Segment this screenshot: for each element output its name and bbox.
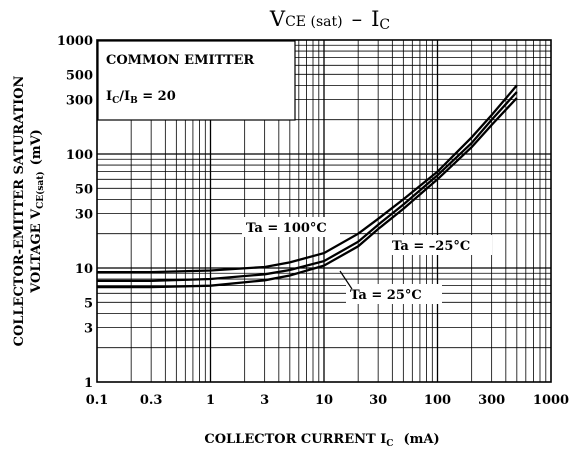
y-tick-label: 500 bbox=[66, 68, 93, 83]
series-line-0 bbox=[97, 84, 518, 274]
series-label-ta-minus-25: Ta = –25°C bbox=[392, 239, 470, 254]
x-tick-label: 100 bbox=[424, 393, 451, 408]
x-tick-label: 0.3 bbox=[140, 393, 163, 408]
condition-common-emitter: COMMON EMITTER bbox=[106, 53, 254, 68]
y-tick-label: 10 bbox=[75, 262, 93, 277]
y-tick-label: 300 bbox=[66, 94, 93, 109]
x-tick-label: 10 bbox=[315, 393, 333, 408]
x-tick-label: 1 bbox=[206, 393, 215, 408]
conditions-box: COMMON EMITTER IC/IB = 20 bbox=[97, 40, 296, 121]
series-label-ta-100: Ta = 100°C bbox=[246, 221, 327, 236]
y-tick-label: 5 bbox=[84, 296, 93, 311]
series-labels: Ta = 100°C Ta = –25°C Ta = 25°C bbox=[242, 217, 492, 304]
plot-frame bbox=[96, 39, 552, 383]
series-line-2 bbox=[97, 97, 518, 289]
y-tick-label: 100 bbox=[66, 148, 93, 163]
x-tick-label: 30 bbox=[369, 393, 387, 408]
y-axis-label-line2: VOLTAGE VCE(sat)(mV) bbox=[29, 129, 46, 294]
series-curves bbox=[97, 84, 518, 289]
y-tick-label: 3 bbox=[84, 322, 93, 337]
series-label-ta-25-leader bbox=[339, 270, 353, 290]
x-axis-label: COLLECTOR CURRENT IC (mA) bbox=[204, 432, 439, 449]
x-tick-label: 0.1 bbox=[86, 393, 109, 408]
y-tick-labels: 1 3 5 10 30 50 100 300 500 1000 bbox=[57, 34, 93, 391]
x-tick-label: 1000 bbox=[533, 393, 569, 408]
y-tick-label: 1000 bbox=[57, 34, 93, 49]
x-tick-label: 300 bbox=[478, 393, 505, 408]
y-axis-label-line1: COLLECTOR-EMITTER SATURATION bbox=[12, 75, 27, 346]
condition-ic-ib-ratio: IC/IB = 20 bbox=[106, 89, 176, 106]
y-tick-label: 50 bbox=[75, 182, 93, 197]
y-tick-label: 30 bbox=[75, 208, 93, 223]
chart-title: VCE (sat) – IC bbox=[269, 7, 390, 33]
y-tick-label: 1 bbox=[84, 376, 93, 391]
series-line-1 bbox=[97, 91, 518, 283]
x-tick-labels: 0.1 0.3 1 3 10 30 100 300 1000 bbox=[86, 393, 569, 408]
series-label-ta-25: Ta = 25°C bbox=[350, 288, 422, 303]
x-tick-label: 3 bbox=[260, 393, 269, 408]
